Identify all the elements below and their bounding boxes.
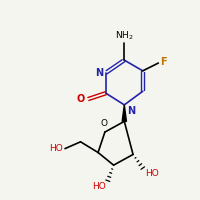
Text: N: N: [95, 68, 103, 78]
Text: HO: HO: [92, 182, 106, 191]
Text: O: O: [100, 119, 107, 128]
Text: O: O: [76, 94, 84, 104]
Text: F: F: [160, 57, 167, 67]
Text: NH$_2$: NH$_2$: [115, 29, 134, 42]
Polygon shape: [122, 105, 126, 121]
Text: HO: HO: [145, 169, 158, 178]
Text: HO: HO: [49, 144, 63, 153]
Text: N: N: [127, 106, 135, 116]
